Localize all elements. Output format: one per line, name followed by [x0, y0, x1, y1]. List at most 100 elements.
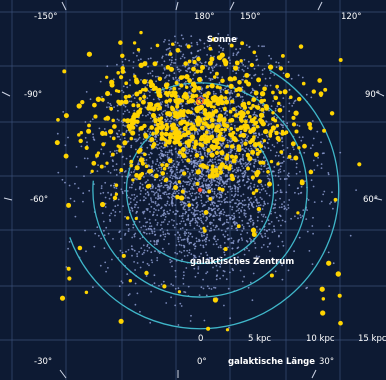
pulsar-point — [160, 283, 163, 286]
pulsar-point — [108, 214, 111, 217]
pulsar-point — [148, 128, 150, 131]
pulsar-point — [218, 200, 221, 203]
yellow-star-point — [235, 127, 240, 132]
pulsar-point — [239, 169, 242, 171]
pulsar-point — [184, 65, 187, 68]
yellow-star-point — [129, 136, 134, 141]
pulsar-point — [168, 59, 171, 61]
pulsar-point — [165, 302, 168, 304]
yellow-star-point — [209, 123, 215, 129]
pulsar-point — [149, 57, 152, 60]
yellow-star-point — [202, 226, 206, 230]
pulsar-point — [327, 172, 330, 174]
pulsar-point — [96, 226, 99, 229]
pulsar-point — [101, 96, 103, 98]
pulsar-point — [181, 107, 184, 110]
pulsar-point — [239, 258, 242, 261]
pulsar-point — [236, 169, 239, 172]
pulsar-point — [214, 226, 217, 229]
pulsar-point — [222, 270, 225, 272]
pulsar-point — [219, 64, 222, 67]
pulsar-point — [332, 262, 335, 265]
pulsar-point — [124, 190, 126, 192]
pulsar-point — [96, 170, 99, 173]
pulsar-point — [186, 196, 189, 199]
pulsar-point — [125, 175, 128, 178]
pulsar-point — [129, 84, 132, 87]
yellow-star-point — [193, 127, 198, 132]
yellow-star-point — [231, 158, 237, 164]
pulsar-point — [201, 159, 204, 162]
pulsar-point — [253, 111, 256, 114]
pulsar-point — [212, 208, 214, 211]
pulsar-point — [91, 118, 94, 121]
pulsar-point — [136, 195, 138, 198]
yellow-star-point — [140, 87, 145, 92]
yellow-star-point — [110, 152, 115, 157]
pulsar-point — [159, 195, 162, 197]
pulsar-point — [176, 183, 179, 186]
yellow-star-point — [177, 150, 182, 155]
pulsar-point — [254, 247, 257, 249]
yellow-star-point — [132, 41, 137, 45]
pulsar-point — [131, 183, 133, 186]
pulsar-point — [174, 275, 177, 278]
pulsar-point — [127, 140, 130, 143]
pulsar-point — [178, 44, 181, 47]
pulsar-point — [144, 225, 147, 228]
distance-ring — [125, 125, 275, 265]
pulsar-point — [217, 200, 220, 203]
yellow-star-point — [246, 81, 252, 87]
longitude-label-150: 150° — [240, 12, 260, 22]
pulsar-point — [168, 204, 171, 206]
pulsar-point — [177, 192, 180, 195]
pulsar-point — [285, 178, 288, 180]
pulsar-point — [292, 146, 294, 148]
pulsar-point — [186, 204, 188, 207]
pulsar-point — [169, 185, 172, 188]
yellow-star-point — [224, 89, 229, 95]
yellow-star-point — [246, 166, 250, 171]
pulsar-point — [115, 163, 118, 166]
pulsar-point — [214, 207, 216, 210]
pulsar-point — [179, 69, 182, 72]
yellow-star-point — [159, 131, 165, 137]
yellow-star-point — [318, 91, 324, 97]
pulsar-point — [143, 176, 145, 178]
pulsar-point — [227, 214, 230, 217]
pulsar-point — [127, 294, 130, 297]
yellow-star-point — [227, 76, 233, 82]
pulsar-point — [92, 138, 95, 141]
pulsar-point — [267, 177, 270, 180]
pulsar-point — [200, 234, 203, 236]
distance-label-10kpc: 10 kpc — [306, 334, 335, 344]
pulsar-point — [193, 267, 196, 270]
pulsar-point — [268, 109, 270, 112]
pulsar-point — [189, 193, 192, 195]
yellow-star-point — [134, 165, 140, 171]
pulsar-point — [217, 149, 219, 151]
pulsar-point — [178, 68, 180, 71]
pulsar-point — [172, 77, 175, 79]
yellow-star-point — [172, 86, 177, 91]
pulsar-point — [170, 283, 173, 285]
pulsar-point — [209, 230, 211, 232]
pulsar-point — [178, 125, 180, 127]
pulsar-point — [198, 147, 201, 150]
pulsar-point — [165, 104, 167, 107]
yellow-star-point — [208, 113, 214, 119]
pulsar-point — [132, 226, 135, 229]
pulsar-point — [299, 216, 302, 219]
pulsar-point — [172, 170, 174, 173]
yellow-star-point — [236, 93, 241, 97]
yellow-star-point — [263, 103, 269, 110]
pulsar-point — [297, 74, 300, 77]
yellow-star-point — [268, 132, 273, 137]
pulsar-point — [273, 228, 276, 231]
pulsar-point — [211, 150, 214, 153]
pulsar-point — [208, 164, 211, 167]
pulsar-point — [202, 215, 205, 218]
pulsar-point — [247, 106, 250, 109]
pulsar-point — [218, 197, 221, 199]
pulsar-point — [68, 184, 71, 187]
